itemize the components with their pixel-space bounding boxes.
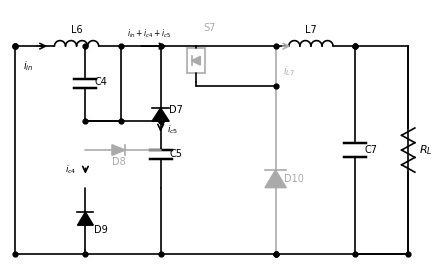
Text: C4: C4 (94, 76, 107, 86)
Polygon shape (265, 170, 286, 188)
Text: $i_{c4}$: $i_{c4}$ (65, 164, 77, 176)
Polygon shape (77, 212, 93, 225)
Text: L7: L7 (305, 25, 317, 35)
Text: C7: C7 (364, 145, 377, 155)
Text: D7: D7 (170, 105, 183, 115)
Text: $i_{in}$: $i_{in}$ (23, 59, 33, 73)
Text: S7: S7 (203, 23, 215, 33)
Text: L6: L6 (71, 25, 82, 35)
Text: C5: C5 (170, 150, 182, 160)
Text: $i_{c5}$: $i_{c5}$ (167, 124, 179, 136)
Text: $R_L$: $R_L$ (419, 143, 433, 157)
Polygon shape (152, 108, 169, 121)
Text: D8: D8 (112, 157, 125, 167)
Text: $i_{in}+i_{c4}+i_{c5}$: $i_{in}+i_{c4}+i_{c5}$ (127, 27, 172, 39)
Text: D10: D10 (284, 174, 304, 184)
Text: $i_{L7}$: $i_{L7}$ (283, 64, 295, 78)
Text: D9: D9 (94, 225, 108, 235)
Polygon shape (191, 56, 200, 65)
Polygon shape (112, 145, 125, 155)
